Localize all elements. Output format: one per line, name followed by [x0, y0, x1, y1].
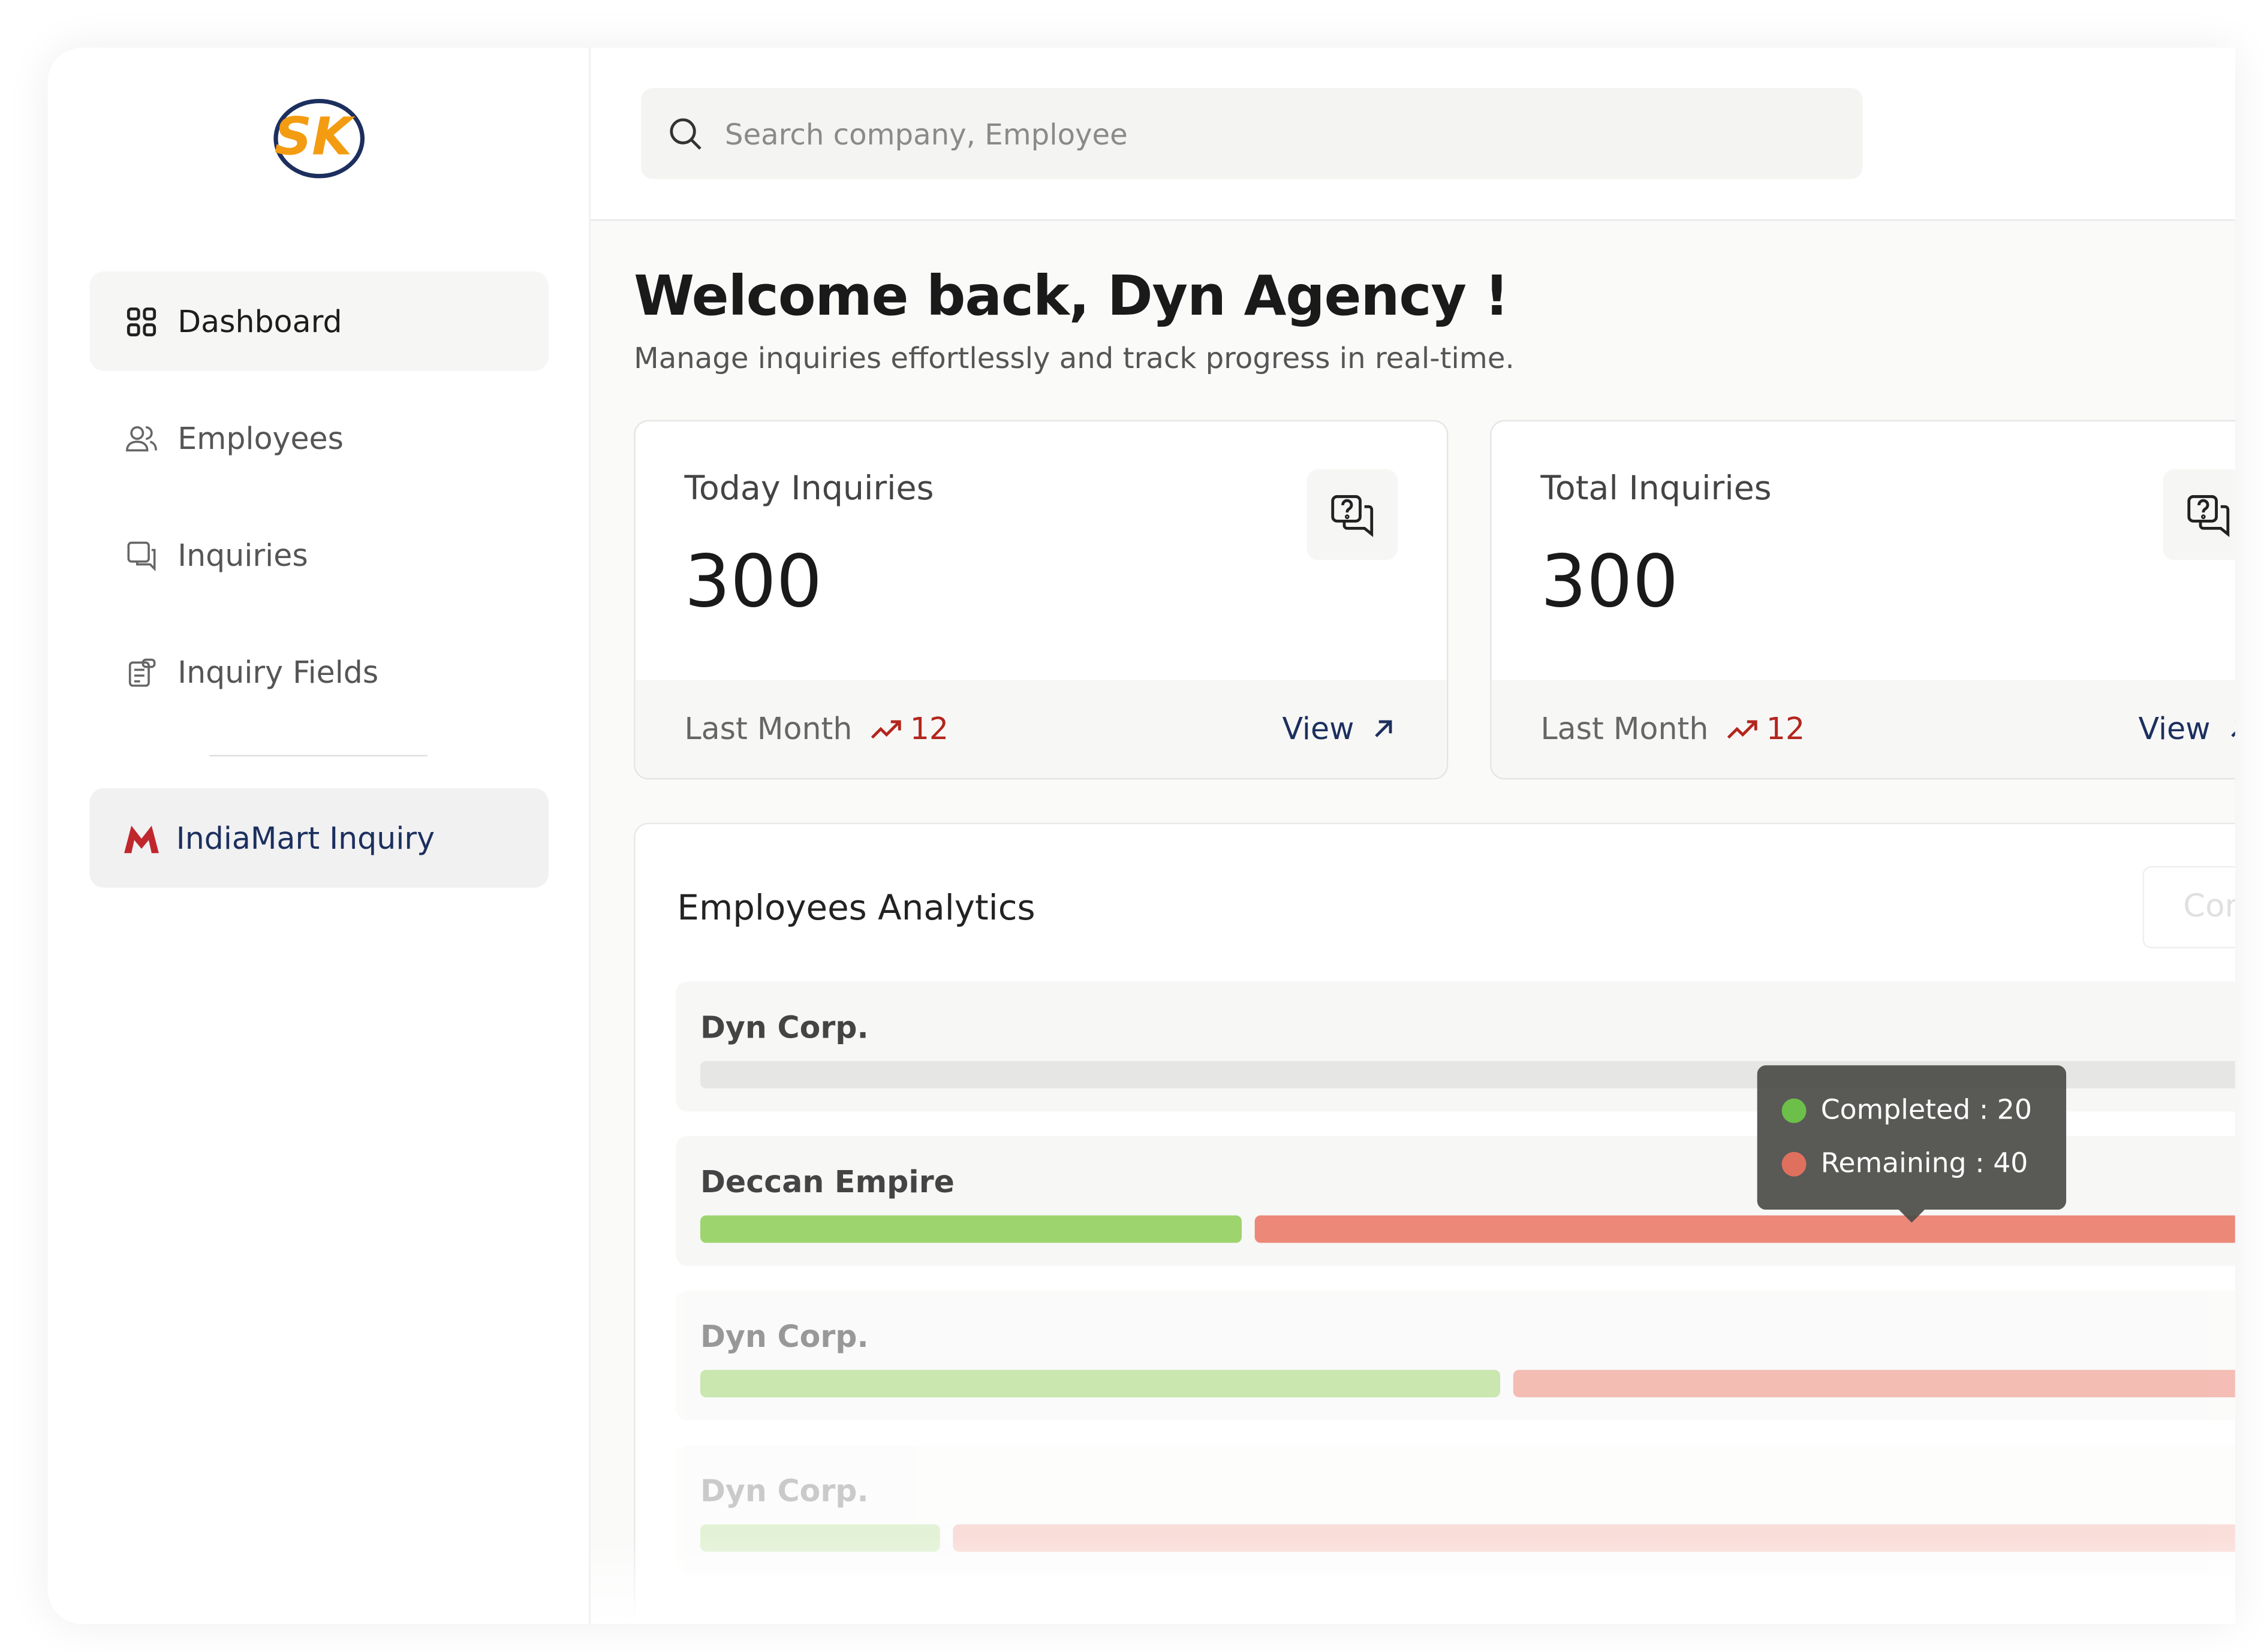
analytics-row: Dyn Corp.	[676, 1290, 2235, 1421]
search-placeholder: Search company, Employee	[724, 116, 1128, 151]
nav-item[interactable]: Employees	[89, 388, 549, 488]
welcome-subtitle: Manage inquiries effortlessly and track …	[634, 340, 1515, 376]
trend-icon	[1727, 720, 1758, 739]
main: Search company, Employee Welcome back, D…	[590, 47, 2235, 1624]
row-name: Dyn Corp.	[700, 1319, 869, 1354]
tooltip-item: Remaining40	[1781, 1147, 2028, 1180]
stat-card: Today Inquiries 300 Last Month 12 View	[634, 420, 1449, 780]
tooltip-dot	[1781, 1098, 1807, 1123]
view-link[interactable]: View	[2138, 712, 2235, 746]
fade	[590, 1537, 2235, 1624]
change-value: 12	[910, 712, 949, 747]
tooltip-dot	[1781, 1151, 1807, 1176]
card-value: 300	[1540, 539, 1679, 624]
stat-card: Total Inquiries 300 Last Month 12 View	[1490, 420, 2235, 780]
arrow-icon	[2230, 720, 2235, 737]
card-title: Today Inquiries	[684, 471, 934, 508]
sidebar: SK Dashboard Employees Inquiries Inquiry…	[47, 47, 591, 1624]
change: 12	[1726, 712, 1805, 746]
change-value: 12	[1766, 712, 1805, 747]
tooltip-value: 40	[1993, 1147, 2028, 1180]
legend-label: Completed	[2183, 889, 2235, 926]
nav-item[interactable]: Dashboard	[89, 271, 549, 371]
logo-text: SK	[275, 107, 356, 167]
row-name: Dyn Corp.	[700, 1473, 869, 1509]
view-label: View	[2138, 712, 2211, 747]
view-link[interactable]: View	[1282, 712, 1394, 746]
legend-chip[interactable]: Completed	[2142, 866, 2235, 949]
card-value: 300	[684, 539, 823, 624]
card-title: Total Inquiries	[1540, 471, 1772, 508]
app-window: SK Dashboard Employees Inquiries Inquiry…	[47, 47, 2235, 1624]
arrow-icon	[1374, 720, 1392, 737]
card-footer: Last Month 12 View	[1491, 680, 2235, 778]
tooltip-value: 20	[1997, 1094, 2033, 1126]
tooltip: Completed20Remaining40	[1757, 1065, 2067, 1223]
remaining-bar	[1255, 1215, 2235, 1243]
analytics-row: Dyn Corp.	[676, 981, 2235, 1112]
footer-label: Last Month	[684, 712, 853, 747]
icon	[126, 425, 157, 451]
progress-track	[700, 1215, 2235, 1243]
divider	[209, 755, 427, 756]
nav-label: Inquiry Fields	[177, 655, 379, 689]
row-name: Dyn Corp.	[700, 1010, 869, 1045]
icon	[128, 658, 156, 686]
icon	[2187, 494, 2229, 536]
icon	[1330, 494, 1372, 536]
integration-label: IndiaMart Inquiry	[176, 821, 435, 855]
nav-label: Inquiries	[177, 538, 308, 572]
footer-label: Last Month	[1540, 712, 1709, 747]
card-icon	[2163, 469, 2235, 560]
analytics-title: Employees Analytics	[677, 888, 1035, 929]
icon	[124, 825, 159, 853]
nav-item[interactable]: Inquiry Fields	[89, 622, 549, 722]
header: Search company, Employee	[590, 47, 2235, 221]
welcome-title: Welcome back, Dyn Agency !	[634, 264, 1509, 328]
nav-item[interactable]: Inquiries	[89, 505, 549, 605]
change: 12	[869, 712, 949, 746]
integration-item[interactable]: IndiaMart Inquiry	[89, 788, 549, 888]
row-name: Deccan Empire	[700, 1165, 955, 1200]
analytics-card: Employees Analytics Completed Dyn Corp. D…	[634, 822, 2235, 1624]
card-icon	[1306, 469, 1398, 560]
progress-track	[700, 1370, 2235, 1398]
tooltip-label: Completed	[1821, 1094, 1997, 1126]
icon	[127, 306, 156, 336]
completed-bar	[700, 1370, 1500, 1398]
tooltip-item: Completed20	[1781, 1094, 2033, 1126]
card-footer: Last Month 12 View	[635, 680, 1447, 778]
tooltip-label: Remaining	[1821, 1147, 1994, 1179]
completed-bar	[700, 1215, 1242, 1243]
nav-label: Dashboard	[177, 303, 342, 339]
view-label: View	[1282, 712, 1354, 747]
search-icon	[670, 117, 702, 149]
nav-label: Employees	[177, 420, 344, 456]
search-box[interactable]: Search company, Employee	[641, 88, 1863, 179]
remaining-bar	[1513, 1370, 2235, 1398]
trend-icon	[871, 720, 902, 739]
logo: SK	[273, 98, 365, 179]
icon	[127, 541, 156, 571]
